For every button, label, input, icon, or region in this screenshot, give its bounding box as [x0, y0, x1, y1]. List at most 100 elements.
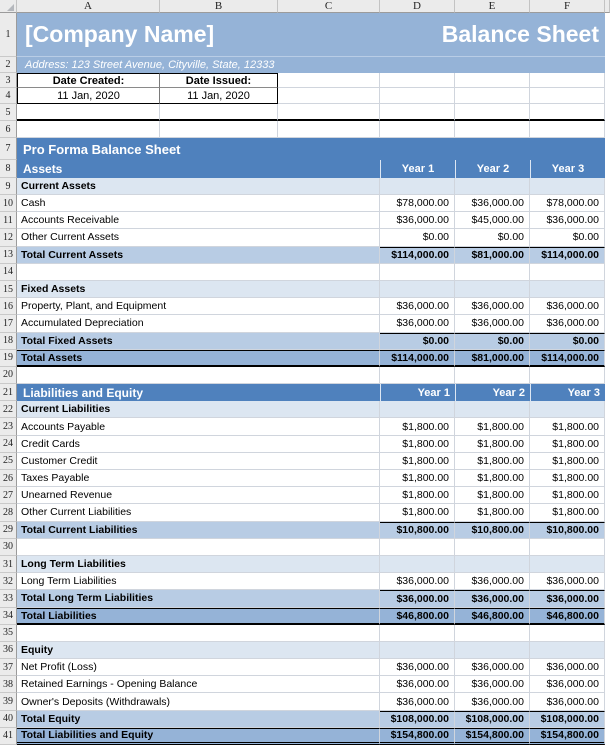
- empty-cell-year2[interactable]: [455, 73, 530, 88]
- item-value-cell-year2[interactable]: $36,000.00: [455, 195, 530, 213]
- select-all-corner[interactable]: [0, 0, 17, 13]
- row-header-28[interactable]: 28: [0, 504, 17, 522]
- empty-cell-year1[interactable]: [380, 263, 455, 281]
- year-header-cell[interactable]: Year 3: [530, 160, 605, 178]
- item-value-cell-year2[interactable]: $1,800.00: [455, 418, 530, 436]
- subsection-empty-cell-year3[interactable]: [530, 401, 605, 419]
- grand-total-value-cell-year1[interactable]: $154,800.00: [380, 727, 455, 745]
- date-created-label-cell[interactable]: Date Created:: [17, 73, 160, 88]
- grand-total-value-cell-year2[interactable]: $46,800.00: [455, 607, 530, 625]
- subsection-label-cell[interactable]: Long Term Liabilities: [17, 555, 380, 574]
- item-label-cell[interactable]: Other Current Liabilities: [17, 504, 380, 522]
- empty-cell-year3[interactable]: [530, 366, 605, 385]
- row-header-1[interactable]: 1: [0, 13, 17, 57]
- grand-total-value-cell-year1[interactable]: $46,800.00: [380, 607, 455, 625]
- subtotal-value-cell-year3[interactable]: $114,000.00: [530, 246, 605, 264]
- item-value-cell-year2[interactable]: $36,000.00: [455, 298, 530, 316]
- empty-cell-year2[interactable]: [455, 263, 530, 281]
- row-header-7[interactable]: 7: [0, 138, 17, 160]
- empty-cell-year2[interactable]: [455, 366, 530, 385]
- empty-cell[interactable]: [17, 366, 380, 385]
- item-value-cell-year1[interactable]: $36,000.00: [380, 315, 455, 333]
- subtotal-value-cell-year2[interactable]: $10,800.00: [455, 521, 530, 539]
- item-value-cell-year3[interactable]: $36,000.00: [530, 659, 605, 677]
- subsection-empty-cell-year2[interactable]: [455, 280, 530, 299]
- empty-cell[interactable]: [17, 263, 380, 281]
- section-band-title-cell[interactable]: Pro Forma Balance Sheet: [17, 138, 605, 160]
- subtotal-label-cell[interactable]: Total Equity: [17, 710, 380, 728]
- item-value-cell-year1[interactable]: $1,800.00: [380, 435, 455, 453]
- row-header-11[interactable]: 11: [0, 212, 17, 230]
- item-value-cell-year3[interactable]: $1,800.00: [530, 487, 605, 505]
- subsection-label-cell[interactable]: Fixed Assets: [17, 280, 380, 299]
- row-header-3[interactable]: 3: [0, 73, 17, 88]
- subtotal-label-cell[interactable]: Total Fixed Assets: [17, 332, 380, 350]
- date-created-value-cell[interactable]: 11 Jan, 2020: [17, 88, 160, 104]
- column-header-b[interactable]: B: [160, 0, 278, 13]
- item-value-cell-year1[interactable]: $36,000.00: [380, 693, 455, 711]
- subtotal-value-cell-year2[interactable]: $81,000.00: [455, 246, 530, 264]
- subsection-label-cell[interactable]: Current Liabilities: [17, 401, 380, 419]
- empty-cell-year3[interactable]: [530, 624, 605, 642]
- item-value-cell-year2[interactable]: $1,800.00: [455, 487, 530, 505]
- grand-total-value-cell-year1[interactable]: $114,000.00: [380, 349, 455, 367]
- subtotal-value-cell-year3[interactable]: $108,000.00: [530, 710, 605, 728]
- title-band-cell[interactable]: [Company Name] Balance Sheet: [17, 13, 605, 57]
- row-header-37[interactable]: 37: [0, 659, 17, 677]
- item-value-cell-year2[interactable]: $36,000.00: [455, 573, 530, 591]
- item-value-cell-year1[interactable]: $36,000.00: [380, 298, 455, 316]
- empty-cell[interactable]: [17, 624, 380, 642]
- item-value-cell-year1[interactable]: $1,800.00: [380, 470, 455, 488]
- item-value-cell-year2[interactable]: $36,000.00: [455, 693, 530, 711]
- item-value-cell-year1[interactable]: $36,000.00: [380, 659, 455, 677]
- item-label-cell[interactable]: Owner's Deposits (Withdrawals): [17, 693, 380, 711]
- row-header-40[interactable]: 40: [0, 710, 17, 728]
- column-header-d[interactable]: D: [380, 0, 455, 13]
- empty-cell[interactable]: [160, 121, 278, 138]
- empty-cell[interactable]: [278, 88, 380, 104]
- empty-cell-year1[interactable]: [380, 121, 455, 138]
- row-header-26[interactable]: 26: [0, 470, 17, 488]
- item-label-cell[interactable]: Long Term Liabilities: [17, 573, 380, 591]
- item-value-cell-year3[interactable]: $36,000.00: [530, 573, 605, 591]
- year-header-cell[interactable]: Year 2: [455, 384, 530, 402]
- row-header-38[interactable]: 38: [0, 676, 17, 694]
- row-header-13[interactable]: 13: [0, 246, 17, 264]
- empty-cell-year3[interactable]: [530, 121, 605, 138]
- empty-cell[interactable]: [278, 73, 380, 88]
- empty-cell-year3[interactable]: [530, 73, 605, 88]
- subtotal-value-cell-year3[interactable]: $10,800.00: [530, 521, 605, 539]
- empty-cell-year2[interactable]: [455, 121, 530, 138]
- item-value-cell-year2[interactable]: $1,800.00: [455, 470, 530, 488]
- row-header-16[interactable]: 16: [0, 298, 17, 316]
- item-value-cell-year3[interactable]: $1,800.00: [530, 504, 605, 522]
- empty-cell[interactable]: [17, 104, 160, 121]
- empty-cell-year2[interactable]: [455, 88, 530, 104]
- row-header-25[interactable]: 25: [0, 452, 17, 470]
- subtotal-label-cell[interactable]: Total Long Term Liabilities: [17, 590, 380, 608]
- row-header-23[interactable]: 23: [0, 418, 17, 436]
- year-header-cell[interactable]: Year 2: [455, 160, 530, 178]
- row-header-9[interactable]: 9: [0, 178, 17, 195]
- row-header-4[interactable]: 4: [0, 88, 17, 104]
- band-label-cell[interactable]: Liabilities and Equity: [17, 384, 380, 402]
- subsection-empty-cell-year2[interactable]: [455, 401, 530, 419]
- empty-cell-year2[interactable]: [455, 624, 530, 642]
- subtotal-value-cell-year2[interactable]: $36,000.00: [455, 590, 530, 608]
- row-header-6[interactable]: 6: [0, 121, 17, 138]
- subsection-empty-cell-year2[interactable]: [455, 641, 530, 660]
- row-header-21[interactable]: 21: [0, 384, 17, 402]
- column-header-f[interactable]: F: [530, 0, 605, 13]
- row-header-29[interactable]: 29: [0, 521, 17, 539]
- item-value-cell-year3[interactable]: $1,800.00: [530, 435, 605, 453]
- item-value-cell-year3[interactable]: $36,000.00: [530, 298, 605, 316]
- subtotal-value-cell-year3[interactable]: $0.00: [530, 332, 605, 350]
- item-value-cell-year1[interactable]: $1,800.00: [380, 418, 455, 436]
- row-header-14[interactable]: 14: [0, 263, 17, 281]
- subsection-empty-cell-year3[interactable]: [530, 641, 605, 660]
- subtotal-value-cell-year2[interactable]: $108,000.00: [455, 710, 530, 728]
- column-header-a[interactable]: A: [17, 0, 160, 13]
- row-header-36[interactable]: 36: [0, 641, 17, 660]
- subsection-empty-cell-year2[interactable]: [455, 178, 530, 195]
- item-value-cell-year2[interactable]: $36,000.00: [455, 315, 530, 333]
